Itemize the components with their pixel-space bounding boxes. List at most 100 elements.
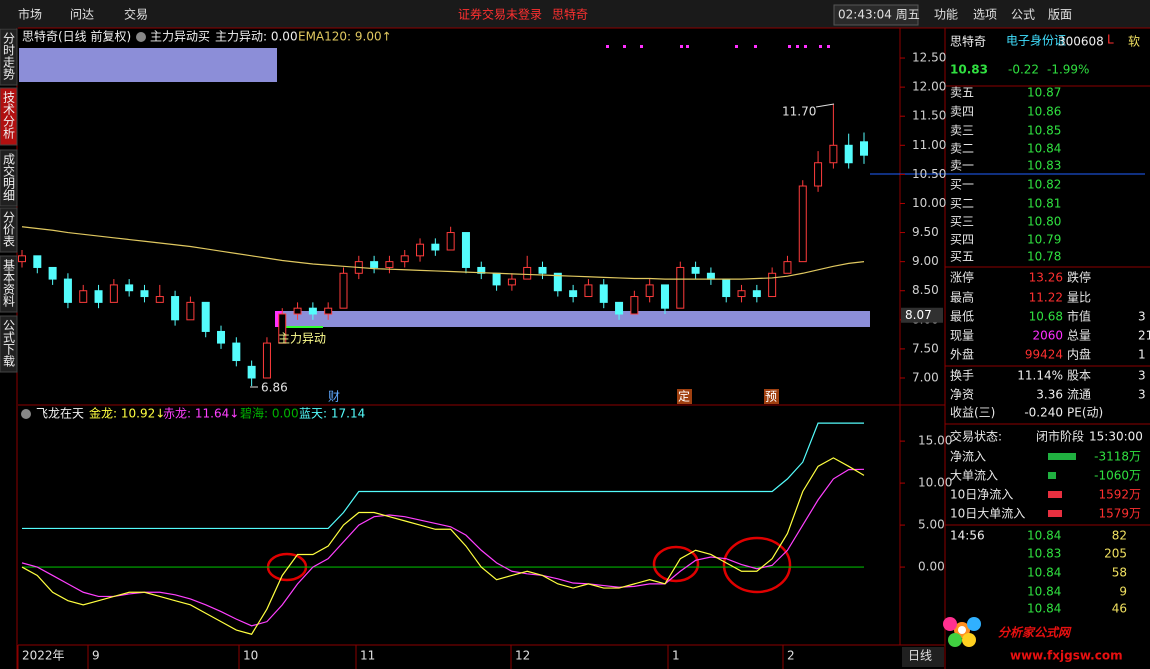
annotation-box — [764, 389, 779, 404]
side-tab-label[interactable]: 基本资料 — [2, 259, 16, 307]
candle-body — [324, 307, 333, 315]
book-price: 10.86 — [1027, 105, 1061, 119]
y-tick-label: 7.00 — [912, 370, 939, 384]
stat-value: 13.26 — [1029, 271, 1063, 285]
y-tick-label: 12.50 — [912, 51, 946, 65]
candle-body — [278, 313, 287, 344]
stat-label: 跌停 — [1067, 270, 1091, 285]
signal-dot — [640, 45, 643, 48]
stat-label: 净资 — [950, 388, 974, 402]
candle-body — [385, 261, 394, 268]
x-tick-label: 9 — [92, 649, 100, 663]
side-tab — [0, 315, 18, 373]
menu-item: 选项 — [973, 8, 997, 22]
stat-label: 量比 — [1067, 291, 1091, 305]
y-tick-label: 10.00 — [912, 196, 946, 210]
book-label: 卖三 — [950, 124, 974, 138]
candle-body — [676, 266, 685, 309]
y-tick-label: 8.50 — [912, 283, 939, 297]
chart-title: 思特奇(日线 前复权) — [22, 29, 131, 44]
stat-label: 流通 — [1067, 388, 1091, 402]
stat-value: 11.14% — [1017, 369, 1063, 383]
price-pct: -1.99% — [1047, 63, 1089, 77]
menu-item: 交易 — [124, 7, 148, 22]
candle-body — [33, 255, 42, 268]
flow-label: 大单流入 — [950, 469, 998, 483]
flow-value: 1592万 — [1098, 488, 1141, 502]
signal-band — [275, 311, 870, 327]
candle-body — [48, 266, 57, 280]
side-tab-label[interactable]: 公式下载 — [2, 319, 16, 368]
signal-dot — [819, 45, 822, 48]
annotation: 预 — [765, 390, 777, 404]
legend-text: 主力异动买 — [150, 30, 210, 44]
menu-stock: 思特奇 — [552, 7, 588, 22]
legend-text: 蓝天: 17.14 — [299, 407, 365, 421]
stat-value: 1 — [1138, 348, 1146, 362]
tick-volume: 9 — [1119, 585, 1127, 599]
tick-volume: 46 — [1112, 602, 1127, 616]
book-label: 买五 — [950, 250, 974, 264]
y-tick-label: 11.50 — [912, 109, 946, 123]
flow-label: 10日大单流入 — [950, 507, 1025, 521]
y-tick-label: 10.00 — [918, 476, 952, 490]
book-label: 买四 — [950, 233, 974, 247]
stat-label: 收益(三) — [950, 406, 995, 420]
y-tick-label: 15.00 — [918, 434, 952, 448]
stock-code: 300608 — [1058, 35, 1104, 49]
side-tab-label[interactable]: 分价表 — [2, 211, 16, 247]
book-label: 买一 — [950, 178, 974, 192]
clock-box — [833, 4, 919, 26]
signal-dot — [735, 45, 738, 48]
candle-body — [630, 296, 639, 315]
candle-body — [706, 272, 715, 280]
side-tab-label[interactable]: 成交明细 — [2, 153, 16, 201]
y-tick-label: 7.50 — [912, 341, 939, 355]
y-tick-label: 11.00 — [912, 138, 946, 152]
period-label[interactable]: 日线 — [908, 649, 932, 663]
candle-body — [308, 307, 317, 315]
candle-body — [553, 272, 562, 292]
side-tab-label[interactable]: 分时走势 — [2, 32, 16, 80]
tick-price: 10.83 — [1027, 547, 1061, 561]
tick-price: 10.84 — [1027, 566, 1061, 580]
candle-body — [798, 185, 807, 263]
candle-body — [737, 290, 746, 298]
period-box — [902, 647, 944, 667]
book-price: 10.80 — [1027, 215, 1061, 229]
clock: 02:43:04 周五 — [838, 8, 920, 22]
stat-label: 涨停 — [950, 270, 974, 285]
stat-value: 11.22 — [1029, 291, 1063, 305]
candle-body — [538, 266, 547, 274]
book-label: 卖一 — [950, 159, 974, 173]
side-tab-label[interactable]: 技术分析 — [2, 91, 16, 140]
signal-dot — [827, 45, 830, 48]
stock-name: 思特奇 — [950, 34, 986, 49]
stat-label: 外盘 — [950, 347, 974, 362]
watermark-logo — [943, 617, 981, 647]
stock-tag: 电子身份证 — [1006, 33, 1066, 48]
book-label: 卖五 — [950, 86, 974, 100]
flow-label: 净流入 — [950, 450, 986, 464]
candle-body — [615, 301, 624, 315]
stat-label: 换手 — [950, 369, 974, 383]
book-label: 买三 — [950, 215, 974, 229]
candle-body — [660, 284, 669, 309]
candle-body — [599, 284, 608, 303]
candle-body — [400, 255, 409, 263]
stat-value: -0.240 — [1024, 406, 1063, 420]
stat-label: 总量 — [1067, 329, 1091, 343]
candle-body — [860, 141, 868, 156]
candle-body — [783, 261, 792, 274]
highlight-circle — [652, 545, 700, 583]
legend-text: EMA120: 9.00↑ — [298, 30, 392, 44]
legend-text: 金龙: 10.92↓ — [89, 406, 165, 421]
menu-bar — [0, 0, 1150, 28]
tick-price: 10.84 — [1027, 602, 1061, 616]
flow-bar — [1048, 472, 1056, 479]
stat-value: 3 — [1138, 369, 1146, 383]
candle-body — [492, 272, 501, 286]
price-tag: 8.07 — [905, 308, 932, 322]
candle-body — [829, 144, 838, 164]
